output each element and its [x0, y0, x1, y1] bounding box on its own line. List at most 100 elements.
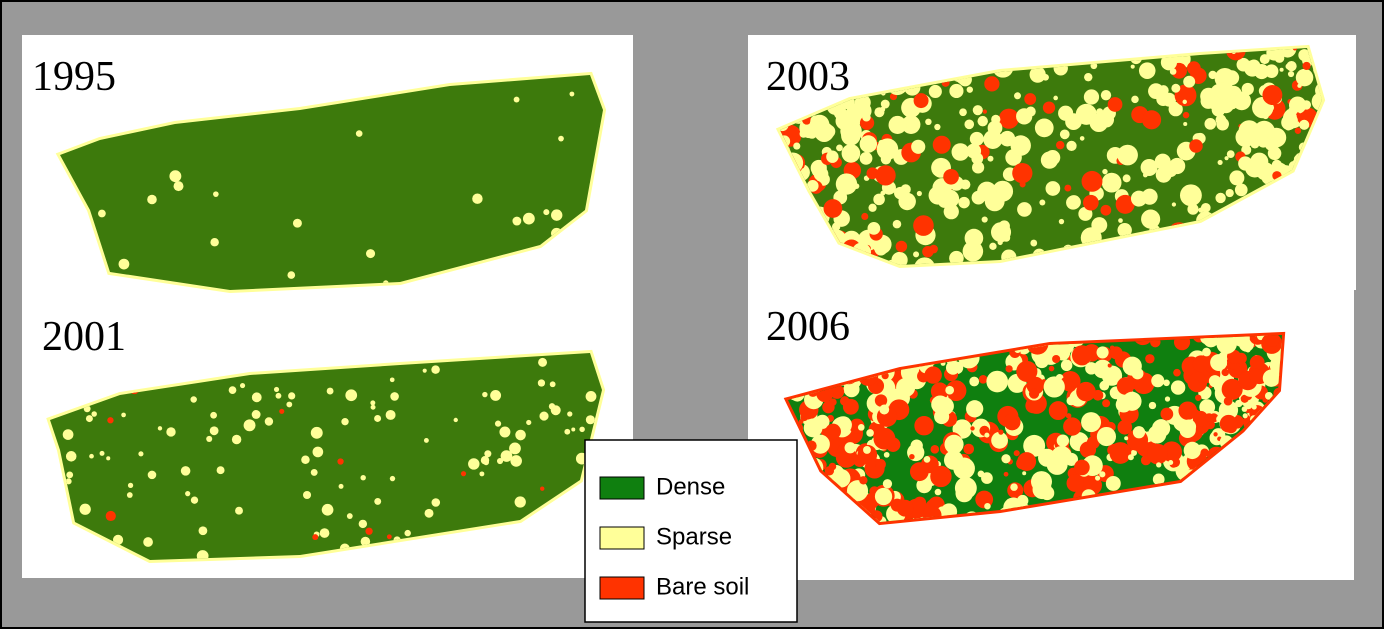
map-patch — [98, 210, 106, 218]
map-patch — [963, 444, 974, 455]
map-patch — [965, 229, 984, 248]
map-patch — [356, 130, 363, 137]
map-patch — [106, 456, 110, 460]
map-patch — [1004, 413, 1021, 430]
map-patch — [265, 417, 273, 425]
map-patch — [1168, 460, 1173, 465]
map-patch — [1076, 382, 1096, 402]
map-patch — [1235, 184, 1248, 197]
map-patch — [390, 392, 399, 401]
map-patch — [1035, 119, 1054, 138]
map-patch — [347, 513, 353, 519]
map-patch — [1244, 60, 1260, 76]
map-patch — [1063, 417, 1081, 435]
map-patch — [127, 492, 133, 498]
map-patch — [1249, 369, 1262, 382]
map-patch — [804, 419, 823, 438]
map-patch — [1202, 348, 1211, 357]
map-patch — [1106, 476, 1121, 491]
map-patch — [461, 471, 466, 476]
map-patch — [1039, 200, 1045, 206]
map-patch — [1049, 401, 1068, 420]
map-patch — [339, 484, 344, 489]
map-patch — [240, 383, 245, 388]
map-patch — [1189, 139, 1202, 152]
map-patch — [1182, 420, 1196, 434]
map-patch — [128, 483, 133, 488]
map-patch — [836, 145, 843, 152]
map-patch — [526, 420, 531, 425]
map-patch — [1108, 363, 1112, 367]
map-patch — [1236, 94, 1242, 100]
map-patch — [564, 429, 570, 435]
map-patch — [922, 246, 933, 257]
map-patch — [106, 511, 116, 521]
map-patch — [1216, 115, 1227, 126]
map-patch — [1010, 483, 1018, 491]
map-patch — [287, 271, 295, 279]
map-patch — [360, 475, 365, 480]
map-patch — [897, 500, 914, 517]
map-patch — [252, 392, 262, 402]
map-patch — [501, 450, 513, 462]
map-patch — [322, 504, 334, 516]
map-patch — [1061, 360, 1072, 371]
map-patch — [1072, 345, 1092, 365]
map-patch — [1133, 426, 1145, 438]
map-patch — [969, 377, 979, 387]
map-patch — [569, 92, 574, 97]
map-patch — [1066, 141, 1076, 151]
map-patch — [551, 209, 562, 220]
map-patch — [1183, 112, 1189, 118]
map-patch — [89, 454, 94, 459]
map-patch — [515, 496, 526, 507]
map-patch — [210, 412, 217, 419]
map-patch — [977, 116, 987, 126]
map-patch — [432, 498, 441, 507]
map-patch — [825, 424, 841, 440]
map-patch — [1156, 462, 1161, 467]
map-patch — [1242, 406, 1248, 412]
map-patch — [1017, 452, 1036, 471]
map-patch — [1229, 170, 1244, 185]
map-patch — [1165, 396, 1170, 401]
map-patch — [366, 249, 375, 258]
map-patch — [472, 193, 482, 203]
map-patch — [970, 426, 974, 430]
map-patch — [1183, 100, 1187, 104]
map-patch — [878, 382, 882, 386]
map-patch — [1265, 64, 1279, 78]
map-patch — [875, 488, 892, 505]
map-patch — [973, 105, 983, 115]
map-patch — [893, 220, 902, 229]
map-patch — [174, 181, 184, 191]
map-patch — [881, 100, 890, 109]
map-patch — [571, 427, 575, 431]
map-patch — [1094, 115, 1102, 123]
map-patch — [1059, 439, 1068, 448]
map-patch — [814, 122, 834, 142]
map-patch — [978, 471, 985, 478]
map-patch — [1170, 68, 1177, 75]
map-patch — [936, 397, 954, 415]
map-patch — [930, 466, 951, 487]
map-patch — [213, 191, 219, 197]
map-patch — [935, 489, 942, 496]
year-label: 1995 — [32, 54, 116, 100]
map-patch — [1238, 156, 1252, 170]
map-patch — [924, 366, 941, 383]
map-patch — [148, 471, 157, 480]
map-patch — [1059, 219, 1064, 224]
map-patch — [1157, 94, 1164, 101]
map-patch — [1262, 85, 1282, 105]
map-patch — [1124, 436, 1128, 440]
map-patch — [1011, 135, 1031, 155]
map-patch — [1016, 361, 1037, 382]
map-patch — [843, 399, 859, 415]
map-patch — [877, 138, 899, 160]
map-patch — [390, 377, 395, 382]
map-patch — [860, 135, 877, 152]
map-patch — [958, 197, 969, 208]
legend-swatch — [600, 527, 644, 549]
